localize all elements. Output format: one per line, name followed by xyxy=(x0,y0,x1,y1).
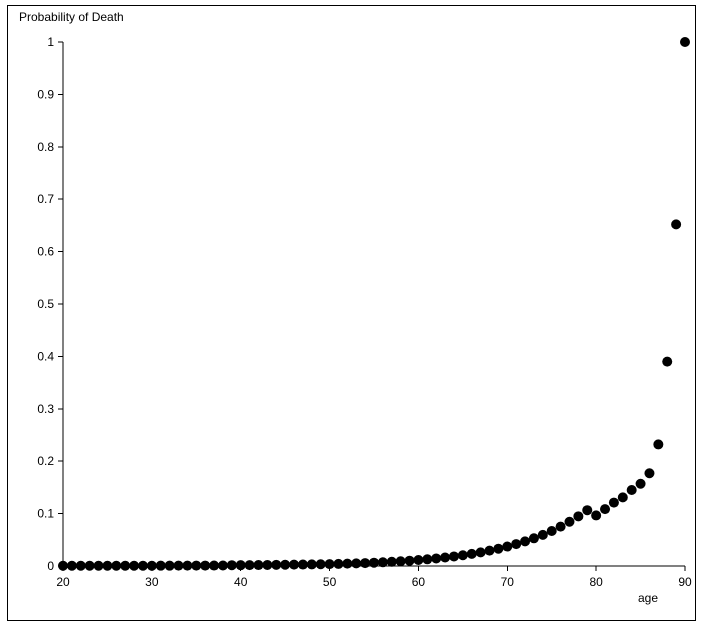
data-point xyxy=(591,510,602,521)
x-tick-label: 60 xyxy=(412,575,426,589)
data-point xyxy=(111,560,122,571)
data-point xyxy=(253,560,264,571)
data-point xyxy=(662,356,673,367)
data-point xyxy=(209,560,220,571)
data-point xyxy=(297,559,308,570)
x-tick-label: 50 xyxy=(323,575,337,589)
data-point xyxy=(360,558,371,569)
data-point xyxy=(653,439,664,450)
data-point xyxy=(546,525,557,536)
data-point xyxy=(635,478,646,489)
y-tick-label: 0.2 xyxy=(37,454,54,468)
data-point xyxy=(484,545,495,556)
data-point xyxy=(404,555,415,566)
data-point xyxy=(511,539,522,550)
data-point xyxy=(164,560,175,571)
y-tick-label: 0.1 xyxy=(37,507,54,521)
x-tick-label: 80 xyxy=(589,575,603,589)
data-point xyxy=(582,505,593,516)
data-point xyxy=(448,551,459,562)
scatter-chart: Probability of Death 0 0.1 0.2 0.3 0.4 0.5 0.6… xyxy=(19,10,692,605)
y-tick-label: 0.7 xyxy=(37,192,54,206)
data-point xyxy=(564,516,575,527)
data-point xyxy=(146,560,157,571)
data-point xyxy=(262,559,273,570)
data-point xyxy=(66,560,77,571)
x-tick-label: 40 xyxy=(234,575,248,589)
x-tick-label: 90 xyxy=(678,575,692,589)
data-point xyxy=(75,560,86,571)
data-point xyxy=(537,529,548,540)
data-point xyxy=(244,560,255,571)
x-tick-label: 30 xyxy=(145,575,159,589)
x-tick-label: 20 xyxy=(56,575,70,589)
data-point xyxy=(235,560,246,571)
data-point xyxy=(200,560,211,571)
y-tick-label: 0.4 xyxy=(37,349,54,363)
data-point xyxy=(120,560,131,571)
data-point xyxy=(351,558,362,569)
data-point xyxy=(457,550,468,561)
x-axis-title: age xyxy=(638,591,658,605)
y-tick-label: 0.5 xyxy=(37,297,54,311)
data-point xyxy=(271,559,282,570)
data-point xyxy=(617,492,628,503)
data-point xyxy=(289,559,300,570)
data-point xyxy=(102,560,113,571)
data-point xyxy=(493,543,504,554)
x-ticks: 20 30 40 50 60 70 80 90 xyxy=(56,566,692,589)
data-point xyxy=(440,552,451,563)
data-point xyxy=(324,559,335,570)
data-point xyxy=(155,560,166,571)
data-points xyxy=(58,37,690,571)
data-point xyxy=(280,559,291,570)
data-point xyxy=(182,560,193,571)
data-point xyxy=(369,557,379,568)
data-point xyxy=(226,560,237,571)
data-point xyxy=(93,560,104,571)
data-point xyxy=(475,547,486,558)
y-tick-label: 0.9 xyxy=(37,87,54,101)
data-point xyxy=(137,560,148,571)
chart-frame: Probability of Death 0 0.1 0.2 0.3 0.4 0.5 0.6… xyxy=(7,5,696,621)
data-point xyxy=(466,548,477,559)
data-point xyxy=(573,511,584,522)
data-point xyxy=(502,541,513,552)
data-point xyxy=(600,504,611,515)
data-point xyxy=(520,536,531,547)
data-point xyxy=(671,219,682,230)
y-tick-label: 0.6 xyxy=(37,245,54,259)
data-point xyxy=(608,497,619,508)
data-point xyxy=(431,553,442,564)
data-point xyxy=(680,37,690,47)
data-point xyxy=(422,554,433,565)
data-point xyxy=(528,533,539,544)
data-point xyxy=(315,559,326,570)
y-tick-label: 0 xyxy=(47,559,54,573)
data-point xyxy=(644,468,655,479)
data-point xyxy=(413,555,424,566)
data-point xyxy=(555,521,566,532)
x-tick-label: 70 xyxy=(501,575,515,589)
data-point xyxy=(58,560,68,571)
y-ticks: 0 0.1 0.2 0.3 0.4 0.5 0.6 0.7 0.8 0.9 1 xyxy=(37,35,63,573)
data-point xyxy=(386,556,397,567)
data-point xyxy=(306,559,317,570)
y-axis-title: Probability of Death xyxy=(19,10,124,24)
data-point xyxy=(333,558,344,569)
y-tick-label: 1 xyxy=(47,35,54,49)
y-tick-label: 0.8 xyxy=(37,140,54,154)
data-point xyxy=(84,560,95,571)
data-point xyxy=(377,557,388,568)
data-point xyxy=(173,560,184,571)
data-point xyxy=(217,560,228,571)
data-point xyxy=(626,485,637,496)
data-point xyxy=(191,560,202,571)
data-point xyxy=(395,556,406,567)
y-tick-label: 0.3 xyxy=(37,402,54,416)
data-point xyxy=(129,560,140,571)
data-point xyxy=(342,558,353,569)
